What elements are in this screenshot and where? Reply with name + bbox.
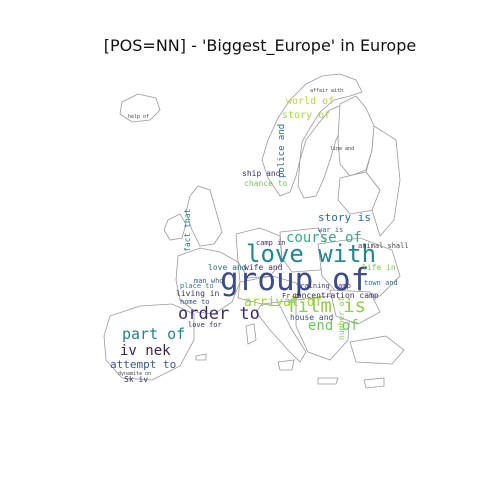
word-14: fact that <box>183 208 192 252</box>
word-26: living in <box>176 289 220 298</box>
word-19: town and <box>364 279 398 287</box>
turkey-outline <box>350 336 404 364</box>
sardinia-outline <box>246 324 256 344</box>
word-37: line and <box>330 146 354 152</box>
word-12: story of <box>282 110 330 121</box>
word-38: dynamite on <box>118 371 151 377</box>
word-30: man who <box>194 277 224 285</box>
crete-outline <box>318 378 338 384</box>
word-21: training camp <box>296 282 351 290</box>
word-32: chance to <box>244 179 288 188</box>
word-8: iv nek <box>120 343 171 359</box>
word-11: world of <box>286 96 334 107</box>
word-31: ship and <box>242 169 281 178</box>
word-23: wife and <box>244 263 283 272</box>
word-18: life in <box>362 263 396 272</box>
word-28: home to <box>180 298 210 306</box>
word-36: affair with <box>310 88 343 94</box>
balearic-outline <box>196 354 206 360</box>
word-17: animal shall <box>358 242 409 250</box>
word-24: house and <box>290 313 334 322</box>
word-35: help of <box>128 114 149 120</box>
sicily-outline <box>278 360 294 370</box>
word-15: camp in <box>256 239 286 247</box>
word-25: number of <box>337 296 346 340</box>
word-20: concentration camp <box>292 291 379 300</box>
word-29: love for <box>188 321 222 329</box>
cyprus-outline <box>364 378 384 388</box>
word-9: attempt to <box>110 358 176 371</box>
word-34: Fr d <box>282 292 299 300</box>
word-16: war is <box>318 226 343 234</box>
word-7: part of <box>122 325 185 343</box>
word-10: story is <box>318 211 371 224</box>
word-22: love and <box>208 263 247 272</box>
